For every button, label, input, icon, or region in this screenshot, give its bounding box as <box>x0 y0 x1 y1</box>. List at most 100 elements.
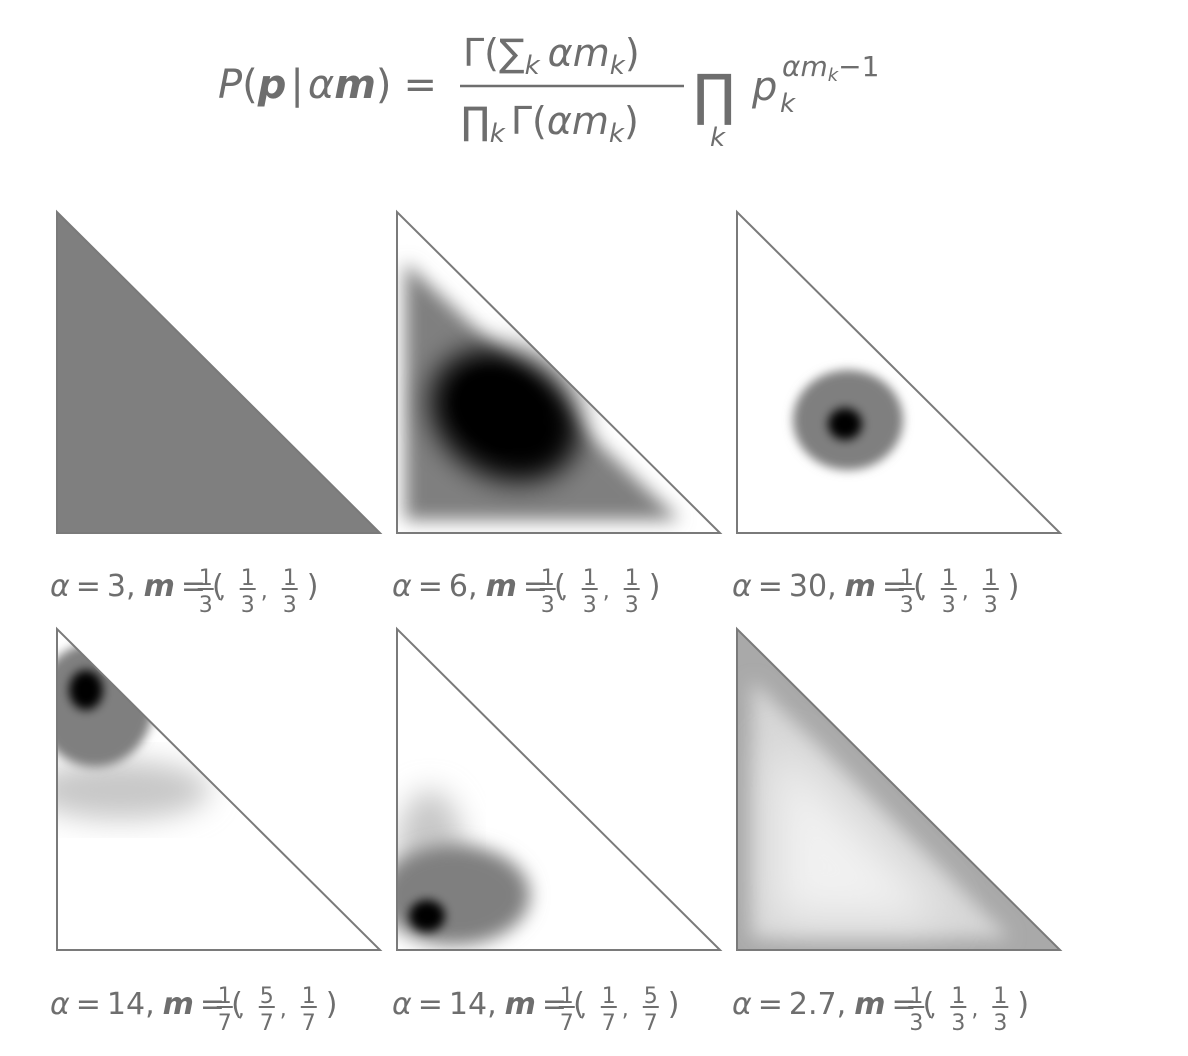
m-fraction-1: 13 <box>539 566 556 618</box>
m-fraction-1: 13 <box>898 566 915 618</box>
alpha-symbol: α <box>392 569 412 604</box>
formula-p: p <box>751 64 777 110</box>
fraction-separator: , <box>603 579 610 604</box>
product-subscript: k <box>710 123 726 153</box>
caption-parameters: α = 2.7, m =( <box>732 987 934 1022</box>
close-paren: ) <box>307 569 319 604</box>
fraction-numerator: 1 <box>283 566 297 591</box>
simplex-panel-4 <box>56 626 383 951</box>
fraction-separator: , <box>238 997 245 1022</box>
m-fraction-2: 13 <box>239 566 256 618</box>
caption-parameters: α = 6, m =( <box>392 569 566 604</box>
fraction-separator: , <box>561 579 568 604</box>
fraction-separator: , <box>962 579 969 604</box>
m-symbol: m <box>486 569 517 604</box>
density-mid <box>397 845 530 945</box>
alpha-symbol: α <box>392 987 412 1022</box>
alpha-value: 6 <box>449 569 468 604</box>
caption-parameters: α = 3, m =( <box>50 569 224 604</box>
fraction-separator: , <box>219 579 226 604</box>
fraction-numerator: 1 <box>602 984 616 1009</box>
fraction-denominator: 3 <box>199 593 213 618</box>
alpha-value: 30 <box>789 569 827 604</box>
fraction-denominator: 3 <box>951 1011 965 1036</box>
m-symbol: m <box>505 987 536 1022</box>
fraction-numerator: 1 <box>942 566 956 591</box>
fraction-denominator: 3 <box>942 593 956 618</box>
fraction-denominator: 7 <box>602 1011 616 1036</box>
m-fraction-2: 13 <box>950 984 967 1036</box>
formula-denominator: ∏k Γ(αmk) <box>461 99 639 149</box>
simplex-outline <box>736 626 1063 951</box>
simplex-panel-2 <box>396 209 723 534</box>
fraction-denominator: 3 <box>993 1011 1007 1036</box>
m-symbol: m <box>163 987 194 1022</box>
fraction-numerator: 1 <box>199 566 213 591</box>
close-paren: ) <box>649 569 661 604</box>
m-symbol: m <box>854 987 885 1022</box>
fraction-denominator: 7 <box>560 1011 574 1036</box>
m-fraction-1: 17 <box>216 984 233 1036</box>
m-symbol: m <box>845 569 876 604</box>
close-paren: ) <box>1008 569 1020 604</box>
m-fraction-3: 57 <box>642 984 659 1036</box>
fraction-numerator: 1 <box>900 566 914 591</box>
caption-parameters: α = 14, m =( <box>392 987 585 1022</box>
density-light-center <box>775 740 950 920</box>
density-formula: P(p | αm) = Γ(∑k αmk) ∏k Γ(αmk) ∏ k p k αmk−1 <box>218 31 879 153</box>
simplex-panel-6 <box>736 626 1063 951</box>
alpha-symbol: α <box>50 987 70 1022</box>
m-fraction-1: 13 <box>197 566 214 618</box>
caption-panel-5: α = 14, m = (17,17,57) <box>392 984 680 1036</box>
m-fraction-2: 13 <box>940 566 957 618</box>
caption-panel-1: α = 3, m = (13,13,13) <box>50 566 318 618</box>
fraction-denominator: 7 <box>260 1011 274 1036</box>
caption-parameters: α = 14, m =( <box>50 987 243 1022</box>
product-symbol: ∏ <box>693 63 735 128</box>
fraction-separator: , <box>622 997 629 1022</box>
m-fraction-2: 13 <box>581 566 598 618</box>
fraction-numerator: 1 <box>993 984 1007 1009</box>
fraction-separator: , <box>580 997 587 1022</box>
caption-panel-6: α = 2.7, m = (13,13,13) <box>732 984 1029 1036</box>
fraction-denominator: 3 <box>583 593 597 618</box>
formula-lhs: P(p | αm) = <box>218 62 437 108</box>
fraction-numerator: 5 <box>260 984 274 1009</box>
simplex-panel-5 <box>396 626 723 951</box>
m-fraction-1: 17 <box>558 984 575 1036</box>
m-fraction-3: 13 <box>281 566 298 618</box>
simplex-outline <box>736 209 1063 534</box>
caption-panel-2: α = 6, m = (13,13,13) <box>392 566 660 618</box>
simplex-panel-3 <box>736 209 1063 534</box>
fraction-denominator: 3 <box>900 593 914 618</box>
fraction-denominator: 3 <box>984 593 998 618</box>
formula-p-subscript: k <box>780 89 796 119</box>
m-fraction-1: 13 <box>908 984 925 1036</box>
fraction-numerator: 1 <box>951 984 965 1009</box>
fraction-numerator: 1 <box>241 566 255 591</box>
close-paren: ) <box>668 987 680 1022</box>
simplex-outline <box>56 209 383 534</box>
close-paren: ) <box>326 987 338 1022</box>
alpha-value: 14 <box>107 987 145 1022</box>
simplex-outline <box>396 209 723 534</box>
m-symbol: m <box>144 569 175 604</box>
alpha-value: 3 <box>107 569 126 604</box>
fraction-separator: , <box>920 579 927 604</box>
formula-exponent: αmk−1 <box>782 50 879 86</box>
alpha-symbol: α <box>732 569 752 604</box>
fraction-denominator: 3 <box>541 593 555 618</box>
fraction-separator: , <box>280 997 287 1022</box>
fraction-denominator: 7 <box>302 1011 316 1036</box>
simplex-outline <box>56 626 383 951</box>
m-fraction-2: 57 <box>258 984 275 1036</box>
alpha-value: 2.7 <box>789 987 837 1022</box>
formula-numerator: Γ(∑k αmk) <box>463 31 640 81</box>
m-fraction-3: 13 <box>623 566 640 618</box>
fraction-denominator: 3 <box>283 593 297 618</box>
fraction-numerator: 1 <box>625 566 639 591</box>
close-paren: ) <box>1017 987 1029 1022</box>
fraction-separator: , <box>971 997 978 1022</box>
fraction-numerator: 1 <box>302 984 316 1009</box>
